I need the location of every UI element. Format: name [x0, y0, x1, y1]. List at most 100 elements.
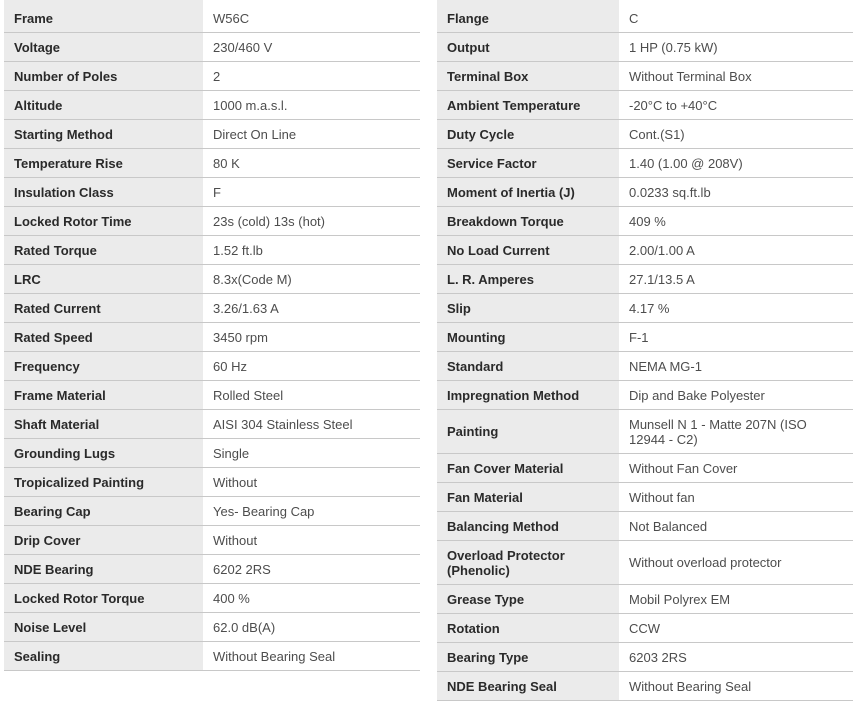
spec-value: Yes- Bearing Cap — [203, 497, 420, 525]
spec-value: Without Fan Cover — [619, 454, 853, 482]
spec-row: Grounding Lugs Single — [4, 439, 420, 468]
spec-row: Ambient Temperature -20°C to +40°C — [437, 91, 853, 120]
spec-value: Not Balanced — [619, 512, 853, 540]
spec-row: Frame W56C — [4, 0, 420, 33]
spec-row: Rated Torque 1.52 ft.lb — [4, 236, 420, 265]
spec-value: 6202 2RS — [203, 555, 420, 583]
spec-label: Locked Rotor Time — [4, 207, 203, 235]
spec-value: W56C — [203, 0, 420, 32]
spec-row: Painting Munsell N 1 - Matte 207N (ISO 12… — [437, 410, 853, 454]
spec-row: Fan Cover Material Without Fan Cover — [437, 454, 853, 483]
spec-value: 400 % — [203, 584, 420, 612]
spec-value: 2.00/1.00 A — [619, 236, 853, 264]
spec-value: C — [619, 0, 853, 32]
spec-label: Ambient Temperature — [437, 91, 619, 119]
spec-row: LRC 8.3x(Code M) — [4, 265, 420, 294]
spec-label: Flange — [437, 0, 619, 32]
spec-label: Insulation Class — [4, 178, 203, 206]
spec-label: Rotation — [437, 614, 619, 642]
spec-label: Rated Torque — [4, 236, 203, 264]
spec-value: 409 % — [619, 207, 853, 235]
spec-row: Sealing Without Bearing Seal — [4, 642, 420, 671]
spec-label: Bearing Cap — [4, 497, 203, 525]
spec-row: Grease Type Mobil Polyrex EM — [437, 585, 853, 614]
spec-label: Overload Protector (Phenolic) — [437, 541, 619, 584]
spec-label: Frame Material — [4, 381, 203, 409]
spec-label: Fan Material — [437, 483, 619, 511]
spec-label: Mounting — [437, 323, 619, 351]
spec-row: Slip 4.17 % — [437, 294, 853, 323]
spec-row: Noise Level 62.0 dB(A) — [4, 613, 420, 642]
spec-row: Rotation CCW — [437, 614, 853, 643]
spec-label: Service Factor — [437, 149, 619, 177]
spec-label: Terminal Box — [437, 62, 619, 90]
spec-value: Without — [203, 526, 420, 554]
spec-label: Frequency — [4, 352, 203, 380]
spec-value: Without Terminal Box — [619, 62, 853, 90]
spec-label: Moment of Inertia (J) — [437, 178, 619, 206]
spec-value: Mobil Polyrex EM — [619, 585, 853, 613]
spec-value: -20°C to +40°C — [619, 91, 853, 119]
spec-label: Fan Cover Material — [437, 454, 619, 482]
spec-value: Direct On Line — [203, 120, 420, 148]
spec-label: L. R. Amperes — [437, 265, 619, 293]
spec-label: Slip — [437, 294, 619, 322]
spec-row: Drip Cover Without — [4, 526, 420, 555]
spec-row: Frame Material Rolled Steel — [4, 381, 420, 410]
spec-value: 1000 m.a.s.l. — [203, 91, 420, 119]
spec-value: 6203 2RS — [619, 643, 853, 671]
spec-value: 1.40 (1.00 @ 208V) — [619, 149, 853, 177]
spec-label: NDE Bearing — [4, 555, 203, 583]
spec-value: 8.3x(Code M) — [203, 265, 420, 293]
spec-table-left: Frame W56C Voltage 230/460 V Number of Poles… — [4, 0, 420, 671]
spec-label: Altitude — [4, 91, 203, 119]
spec-label: Output — [437, 33, 619, 61]
spec-row: NDE Bearing 6202 2RS — [4, 555, 420, 584]
spec-row: NDE Bearing Seal Without Bearing Seal — [437, 672, 853, 701]
spec-row: Duty Cycle Cont.(S1) — [437, 120, 853, 149]
spec-label: LRC — [4, 265, 203, 293]
spec-value: Munsell N 1 - Matte 207N (ISO 12944 - C2… — [619, 410, 853, 453]
spec-row: Temperature Rise 80 K — [4, 149, 420, 178]
spec-row: Insulation Class F — [4, 178, 420, 207]
spec-row: Overload Protector (Phenolic) Without ove… — [437, 541, 853, 585]
spec-label: Breakdown Torque — [437, 207, 619, 235]
spec-row: Standard NEMA MG-1 — [437, 352, 853, 381]
spec-row: Number of Poles 2 — [4, 62, 420, 91]
spec-value: NEMA MG-1 — [619, 352, 853, 380]
spec-label: Rated Current — [4, 294, 203, 322]
spec-value: AISI 304 Stainless Steel — [203, 410, 420, 438]
spec-label: Noise Level — [4, 613, 203, 641]
spec-label: Bearing Type — [437, 643, 619, 671]
spec-value: Without fan — [619, 483, 853, 511]
spec-value: 62.0 dB(A) — [203, 613, 420, 641]
spec-value: Without Bearing Seal — [203, 642, 420, 670]
spec-label: Standard — [437, 352, 619, 380]
spec-value: 23s (cold) 13s (hot) — [203, 207, 420, 235]
spec-value: 1.52 ft.lb — [203, 236, 420, 264]
spec-value: 1 HP (0.75 kW) — [619, 33, 853, 61]
spec-row: Voltage 230/460 V — [4, 33, 420, 62]
spec-value: Without Bearing Seal — [619, 672, 853, 700]
spec-label: Balancing Method — [437, 512, 619, 540]
spec-label: Impregnation Method — [437, 381, 619, 409]
spec-value: 3.26/1.63 A — [203, 294, 420, 322]
spec-table-right: Flange C Output 1 HP (0.75 kW) Terminal Box W… — [437, 0, 853, 701]
spec-row: Service Factor 1.40 (1.00 @ 208V) — [437, 149, 853, 178]
spec-row: Impregnation Method Dip and Bake Polyeste… — [437, 381, 853, 410]
spec-row: Locked Rotor Time 23s (cold) 13s (hot) — [4, 207, 420, 236]
spec-label: Tropicalized Painting — [4, 468, 203, 496]
spec-row: Starting Method Direct On Line — [4, 120, 420, 149]
spec-row: L. R. Amperes 27.1/13.5 A — [437, 265, 853, 294]
spec-row: No Load Current 2.00/1.00 A — [437, 236, 853, 265]
spec-label: Voltage — [4, 33, 203, 61]
spec-value: 60 Hz — [203, 352, 420, 380]
spec-label: Temperature Rise — [4, 149, 203, 177]
spec-row: Rated Current 3.26/1.63 A — [4, 294, 420, 323]
spec-row: Tropicalized Painting Without — [4, 468, 420, 497]
spec-row: Bearing Cap Yes- Bearing Cap — [4, 497, 420, 526]
spec-label: Painting — [437, 410, 619, 453]
spec-label: Rated Speed — [4, 323, 203, 351]
spec-value: Without — [203, 468, 420, 496]
